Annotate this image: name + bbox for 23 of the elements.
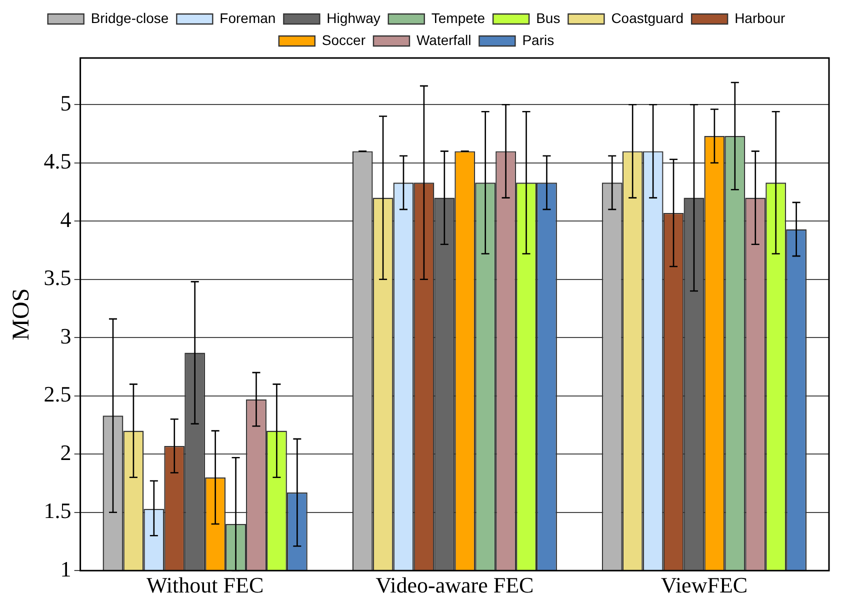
y-tick-label: 1 bbox=[60, 556, 72, 582]
x-tick-label: Without FEC bbox=[146, 572, 264, 598]
legend-label: Tempete bbox=[431, 10, 486, 26]
y-tick-label: 4 bbox=[60, 206, 72, 232]
legend-label: Bus bbox=[536, 10, 560, 26]
legend-label: Coastguard bbox=[611, 10, 684, 26]
y-tick-label: 3 bbox=[60, 323, 72, 348]
y-tick-label: 4.5 bbox=[44, 148, 72, 174]
y-axis-title: MOS bbox=[8, 288, 35, 340]
y-tick-label: 5 bbox=[60, 90, 72, 116]
legend-label: Waterfall bbox=[416, 32, 472, 48]
legend-label: Foreman bbox=[220, 10, 276, 26]
legend-label: Bridge-close bbox=[90, 10, 169, 26]
legend-label: Paris bbox=[522, 32, 554, 48]
y-tick-label: 2.5 bbox=[44, 382, 72, 407]
y-tick-label: 3.5 bbox=[44, 265, 72, 290]
y-tick-label: 2 bbox=[60, 440, 72, 465]
y-tick-label: 1.5 bbox=[44, 498, 72, 524]
legend-label: Highway bbox=[326, 10, 380, 26]
x-tick-label: ViewFEC bbox=[660, 572, 748, 598]
legend-label: Harbour bbox=[734, 10, 786, 26]
x-tick-label: Video-aware FEC bbox=[376, 572, 534, 598]
legend-label: Soccer bbox=[322, 32, 366, 48]
